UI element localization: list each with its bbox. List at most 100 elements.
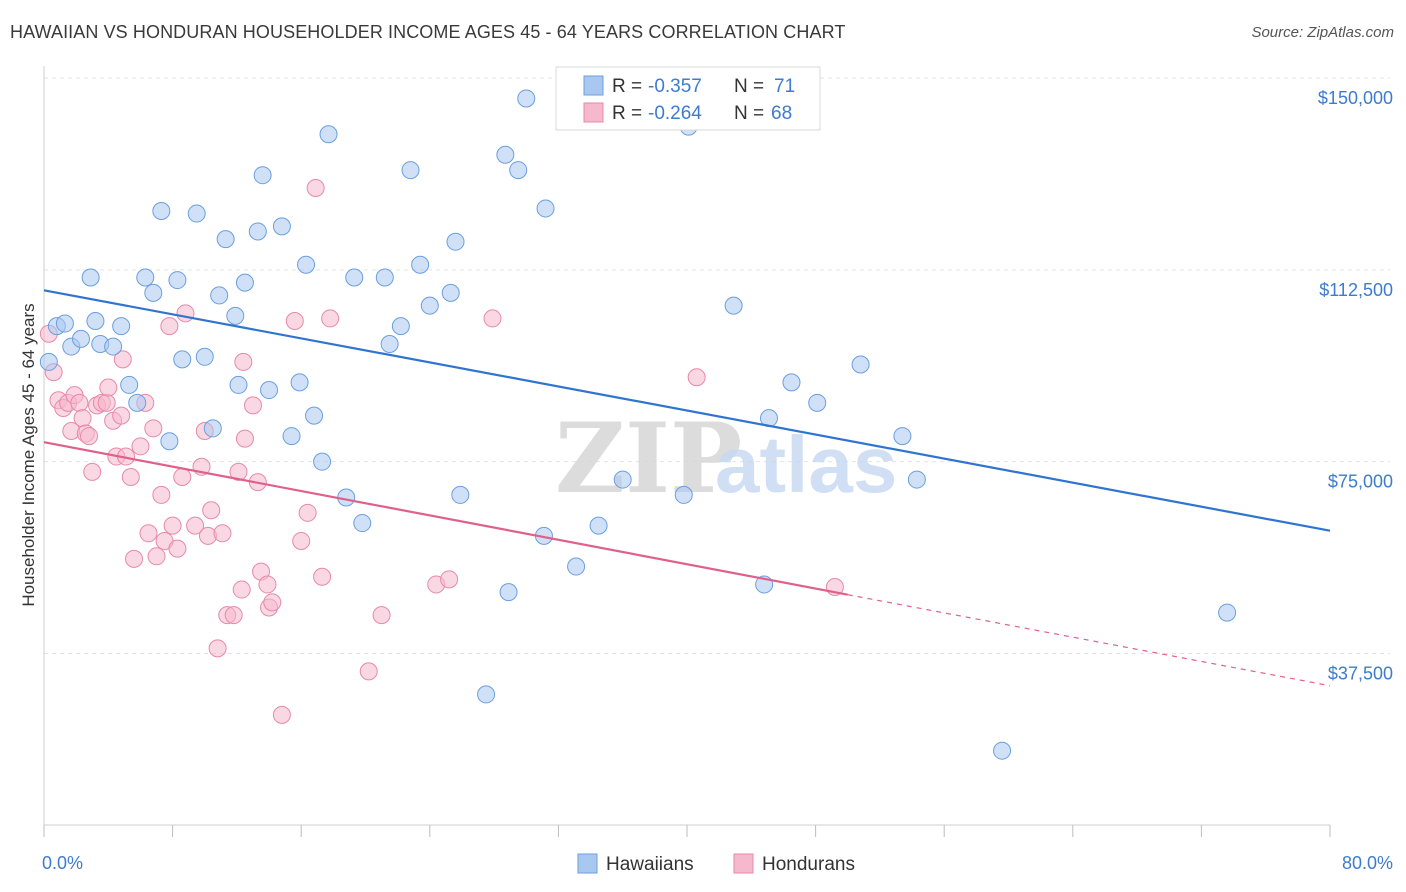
honduran-point-39: [208, 639, 227, 658]
hawaiian-point-48: [477, 685, 496, 704]
hawaiian-point-4: [71, 329, 90, 348]
hawaiian-point-29: [272, 217, 291, 236]
legend-swatch-hawaiians: [583, 75, 604, 96]
hawaiian-point-6: [86, 311, 105, 330]
honduran-point-52: [263, 593, 282, 612]
hawaiian-point-26: [248, 222, 267, 241]
honduran-point-57: [306, 178, 325, 197]
honduran-point-47: [243, 396, 262, 415]
y-tick-labels: $37,500 $75,000 $112,500 $150,000: [1318, 88, 1393, 684]
honduran-point-14: [97, 393, 116, 412]
hawaiian-point-43: [411, 255, 430, 274]
legend-r-label-1: R =: [612, 76, 642, 97]
hawaiian-point-15: [160, 432, 179, 451]
hondurans-points: [39, 178, 844, 724]
honduran-point-27: [152, 485, 171, 504]
bottom-legend-swatch-hondurans: [733, 853, 754, 874]
hawaiian-point-38: [353, 514, 372, 533]
honduran-point-46: [235, 429, 254, 448]
hawaiian-point-2: [55, 314, 74, 333]
honduran-point-25: [144, 419, 163, 438]
trend-lines: [43, 289, 1331, 687]
hawaiian-point-55: [567, 557, 586, 576]
hawaiian-point-12: [136, 268, 155, 287]
hawaiian-point-41: [391, 317, 410, 336]
honduran-point-18: [112, 406, 131, 425]
hawaiian-point-16: [168, 271, 187, 290]
hawaiian-point-44: [420, 296, 439, 315]
y-tick-label-1: $75,000: [1328, 472, 1393, 492]
hawaiian-point-49: [496, 145, 515, 164]
hawaiian-point-5: [81, 268, 100, 287]
stats-legend: R = -0.357 N = 71 R = -0.264 N = 68: [555, 66, 821, 131]
hawaiian-point-40: [380, 335, 399, 354]
hawaiian-point-34: [313, 452, 332, 471]
hawaiian-point-30: [282, 427, 301, 446]
hawaiian-point-8: [104, 337, 123, 356]
watermark-atlas: atlas: [715, 420, 897, 509]
hawaiian-point-67: [907, 470, 926, 489]
hawaiians-points: [39, 71, 1237, 760]
bottom-legend-hondurans: Hondurans: [762, 854, 855, 875]
honduran-point-32: [173, 468, 192, 487]
honduran-point-67: [113, 350, 132, 369]
legend-n-label-2: N =: [734, 103, 764, 124]
honduran-point-26: [147, 547, 166, 566]
x-tick-labels: 0.0% 80.0%: [42, 853, 1393, 873]
grid-lines: [44, 77, 1390, 654]
honduran-point-65: [687, 368, 706, 387]
hawaiian-point-39: [375, 268, 394, 287]
y-tick-label-0: $37,500: [1328, 664, 1393, 684]
hawaiian-point-58: [674, 485, 693, 504]
watermark: ZIP atlas: [555, 402, 897, 515]
honduran-point-40: [213, 524, 232, 543]
hawaiian-point-9: [112, 317, 131, 336]
honduran-point-56: [298, 503, 317, 522]
hawaiian-point-35: [319, 125, 338, 144]
hawaiian-point-52: [517, 89, 536, 108]
hawaiian-point-42: [401, 161, 420, 180]
honduran-point-22: [131, 437, 150, 456]
hawaiian-point-65: [851, 355, 870, 374]
hawaiian-point-24: [229, 375, 248, 394]
hawaiian-point-46: [446, 232, 465, 251]
hawaiian-point-21: [210, 286, 229, 305]
hawaiian-point-31: [290, 373, 309, 392]
hawaiian-point-37: [345, 268, 364, 287]
y-axis-label: Householder Income Ages 45 - 64 years: [19, 303, 38, 606]
honduran-point-45: [234, 352, 253, 371]
hawaiian-point-23: [226, 306, 245, 325]
hawaiian-point-54: [536, 199, 555, 218]
honduran-point-20: [121, 468, 140, 487]
hawaiian-point-64: [808, 393, 827, 412]
hondurans-trend-line: [43, 441, 848, 596]
hawaiian-point-50: [499, 583, 518, 602]
honduran-point-31: [168, 539, 187, 558]
y-tick-label-2: $112,500: [1319, 280, 1393, 300]
honduran-point-29: [160, 317, 179, 336]
hawaiian-point-63: [782, 373, 801, 392]
hawaiians-trend-line: [43, 289, 1331, 532]
bottom-legend-hawaiians: Hawaiians: [606, 854, 694, 875]
x-tick-label-1: 80.0%: [1342, 853, 1393, 873]
honduran-point-42: [224, 606, 243, 625]
hawaiian-point-68: [993, 741, 1012, 760]
honduran-point-8: [73, 409, 92, 428]
hawaiian-point-25: [235, 273, 254, 292]
honduran-point-33: [176, 304, 195, 323]
honduran-point-10: [80, 427, 99, 446]
honduran-point-63: [440, 570, 459, 589]
honduran-point-43: [229, 462, 248, 481]
series-legend: Hawaiians Hondurans: [577, 853, 855, 875]
hawaiian-point-20: [203, 419, 222, 438]
honduran-point-60: [359, 662, 378, 681]
honduran-point-30: [163, 516, 182, 535]
honduran-point-34: [186, 516, 205, 535]
hawaiian-point-28: [260, 381, 279, 400]
hawaiian-point-17: [173, 350, 192, 369]
hawaiian-point-22: [216, 230, 235, 249]
honduran-point-55: [292, 531, 311, 550]
honduran-point-59: [321, 309, 340, 328]
hawaiian-point-11: [128, 393, 147, 412]
